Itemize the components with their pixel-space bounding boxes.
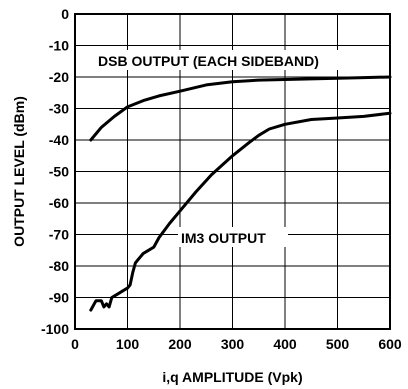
annotations: DSB OUTPUT (EACH SIDEBAND) IM3 OUTPUT xyxy=(96,50,392,247)
x-tick-label: 300 xyxy=(221,336,245,352)
plot-frame xyxy=(74,13,391,330)
y-tick-label: -40 xyxy=(49,132,69,148)
y-tick-label: -10 xyxy=(49,38,69,54)
y-tick-label: -30 xyxy=(49,101,69,117)
im3-output-label: IM3 OUTPUT xyxy=(181,230,266,246)
y-tick-label: -90 xyxy=(49,290,69,306)
y-tick-label: -50 xyxy=(49,164,69,180)
y-tick-label: -100 xyxy=(41,321,69,337)
x-tick-label: 400 xyxy=(273,336,297,352)
x-tick-labels: 0 100 200 300 400 500 600 xyxy=(71,336,402,352)
y-axis-title: OUTPUT LEVEL (dBm) xyxy=(11,96,27,247)
y-tick-label: -70 xyxy=(49,227,69,243)
x-tick-label: 200 xyxy=(168,336,192,352)
dsb-label-background xyxy=(96,50,392,70)
x-tick-label: 100 xyxy=(116,336,140,352)
y-tick-label: -20 xyxy=(49,69,69,85)
y-tick-labels: 0 -10 -20 -30 -40 -50 -60 -70 -80 -90 -100 xyxy=(41,6,69,337)
x-tick-label: 0 xyxy=(71,336,79,352)
dsb-output-label: DSB OUTPUT (EACH SIDEBAND) xyxy=(98,53,319,69)
y-tick-label: 0 xyxy=(61,6,69,22)
x-tick-label: 500 xyxy=(326,336,350,352)
dsb-output-line xyxy=(89,75,392,142)
series-group xyxy=(89,75,392,312)
y-tick-label: -80 xyxy=(49,258,69,274)
im3-output-line xyxy=(89,111,392,312)
y-tick-label: -60 xyxy=(49,195,69,211)
x-axis-title: i,q AMPLITUDE (Vpk) xyxy=(162,369,302,385)
x-tick-label: 600 xyxy=(378,336,402,352)
im3-label-background xyxy=(178,227,288,247)
